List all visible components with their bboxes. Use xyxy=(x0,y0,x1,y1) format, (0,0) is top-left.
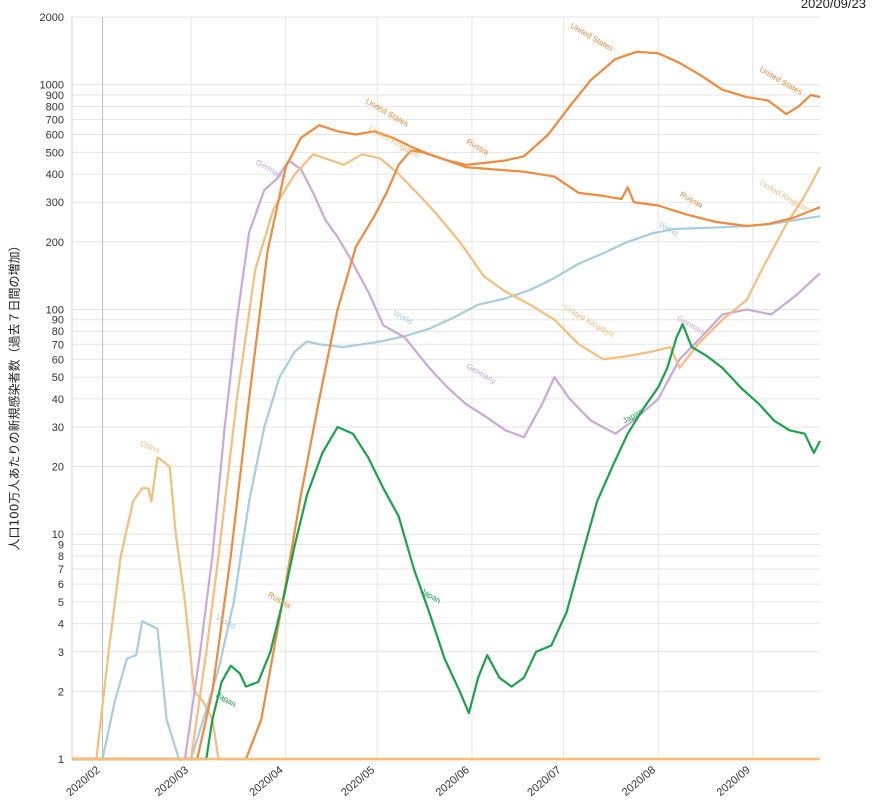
date-stamp: 2020/09/23 xyxy=(800,0,866,11)
y-tick-label: 700 xyxy=(46,114,64,126)
series-line-united-kingdom xyxy=(72,153,821,761)
series-label: Japan xyxy=(214,690,237,709)
y-tick-label: 400 xyxy=(46,169,64,181)
y-tick-label: 50 xyxy=(52,372,64,384)
series-label: World xyxy=(214,613,236,631)
series-label: China xyxy=(138,438,161,455)
series-label: Germany xyxy=(465,362,498,386)
series-label: World xyxy=(392,308,414,326)
series-label: Russia xyxy=(679,190,705,210)
x-tick-label: 2020/04 xyxy=(247,764,285,799)
y-tick-label: 2000 xyxy=(40,12,64,24)
y-tick-label: 900 xyxy=(46,90,64,102)
series-line-china xyxy=(72,456,820,761)
series-lines xyxy=(72,50,821,761)
series-label: Japan xyxy=(621,407,644,426)
grid-lines xyxy=(72,16,820,760)
y-tick-label: 70 xyxy=(52,339,64,351)
y-tick-label: 200 xyxy=(46,237,64,249)
series-label: World xyxy=(657,220,679,238)
series-line-united-states xyxy=(72,50,821,761)
y-tick-label: 9 xyxy=(58,540,64,552)
y-tick-label: 10 xyxy=(52,529,64,541)
x-tick-label: 2020/09 xyxy=(715,764,753,799)
series-line-japan xyxy=(72,323,821,761)
x-tick-label: 2020/07 xyxy=(525,764,563,799)
series-label: Russia xyxy=(465,137,491,157)
series-line-world xyxy=(72,215,821,761)
y-tick-label: 1 xyxy=(58,754,64,766)
y-tick-label: 7 xyxy=(58,564,64,576)
y-tick-label: 5 xyxy=(58,597,64,609)
series-label: United Kingdom xyxy=(563,303,617,339)
y-axis-label: 人口100万人あたりの新規感染者数（過去７日間の増加） xyxy=(7,239,22,551)
y-tick-label: 2 xyxy=(58,686,64,698)
y-tick-label: 80 xyxy=(52,326,64,338)
x-tick-label: 2020/05 xyxy=(339,764,377,799)
y-tick-label: 8 xyxy=(58,551,64,563)
y-tick-label: 800 xyxy=(46,101,64,113)
series-label: Japan xyxy=(419,587,442,606)
y-tick-label: 100 xyxy=(46,304,64,316)
y-tick-label: 500 xyxy=(46,147,64,159)
y-tick-label: 30 xyxy=(52,422,64,434)
y-tick-label: 4 xyxy=(58,619,64,631)
x-tick-label: 2020/03 xyxy=(153,764,191,799)
series-labels: China World World World Japan Japan Japan Russi… xyxy=(138,21,812,709)
y-tick-label: 90 xyxy=(52,315,64,327)
y-tick-label: 40 xyxy=(52,394,64,406)
y-tick-label: 1000 xyxy=(40,80,64,92)
x-tick-label: 2020/02 xyxy=(64,764,102,799)
y-tick-label: 600 xyxy=(46,130,64,142)
y-tick-label: 6 xyxy=(58,579,64,591)
series-line-germany xyxy=(72,159,821,761)
series-line-russia xyxy=(72,149,821,761)
series-label: United Kingdom xyxy=(367,124,421,160)
series-label: Germany xyxy=(676,314,709,338)
y-tick-label: 300 xyxy=(46,197,64,209)
x-tick-label: 2020/08 xyxy=(620,764,658,799)
y-tick-label: 20 xyxy=(52,462,64,474)
series-label: United States xyxy=(758,65,804,97)
x-tick-label: 2020/06 xyxy=(434,764,472,799)
y-tick-label: 60 xyxy=(52,354,64,366)
series-label: Russia xyxy=(266,590,292,610)
y-tick-label: 3 xyxy=(58,647,64,659)
series-label: United States xyxy=(569,21,615,53)
